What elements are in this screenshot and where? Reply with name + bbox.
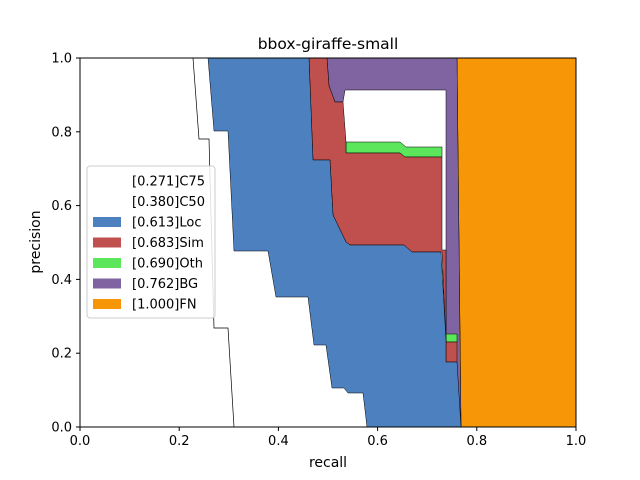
y-tick-label: 0.0 xyxy=(51,421,72,436)
legend-swatch xyxy=(93,217,121,227)
legend-label: [0.762]BG xyxy=(132,277,198,292)
x-tick-label: 0.0 xyxy=(70,434,91,449)
x-tick-label: 0.4 xyxy=(268,434,289,449)
y-tick-label: 0.2 xyxy=(51,347,72,362)
legend-swatch xyxy=(93,176,121,186)
y-axis-label: precision xyxy=(28,210,44,273)
area-oth-lower xyxy=(445,333,458,343)
x-axis-label: recall xyxy=(309,455,347,471)
legend-swatch xyxy=(93,237,121,248)
plot-areas xyxy=(192,58,576,427)
x-tick-label: 0.6 xyxy=(367,434,388,449)
legend-label: [0.380]C50 xyxy=(132,195,205,210)
legend-label: [0.613]Loc xyxy=(132,216,201,231)
legend-swatch xyxy=(93,196,121,207)
legend-swatch xyxy=(93,258,121,268)
x-tick-label: 0.8 xyxy=(466,434,487,449)
legend-label: [1.000]FN xyxy=(132,298,197,313)
y-tick-label: 0.4 xyxy=(51,273,72,288)
area-fn xyxy=(456,58,576,427)
legend-swatch xyxy=(93,278,121,289)
chart-title: bbox-giraffe-small xyxy=(258,35,399,53)
plot-frame xyxy=(79,57,577,428)
y-tick-label: 1.0 xyxy=(51,52,72,67)
x-axis: 0.0 0.2 0.4 0.6 0.8 1.0 xyxy=(70,427,587,449)
y-tick-label: 0.6 xyxy=(51,199,72,214)
legend-label: [0.271]C75 xyxy=(132,175,205,190)
x-tick-label: 1.0 xyxy=(566,434,587,449)
legend-label: [0.690]Oth xyxy=(132,257,203,272)
y-tick-label: 0.8 xyxy=(51,125,72,140)
legend-items: [0.271]C75 [0.380]C50 [0.613]Loc [0.683]Sim… xyxy=(93,175,205,313)
legend-swatch xyxy=(93,299,121,309)
legend: [0.271]C75 [0.380]C50 [0.613]Loc [0.683]Sim… xyxy=(86,165,216,319)
x-tick-label: 0.2 xyxy=(169,434,190,449)
y-axis: 0.0 0.2 0.4 0.6 0.8 1.0 xyxy=(51,52,80,436)
area-loc xyxy=(207,58,462,427)
legend-label: [0.683]Sim xyxy=(132,236,204,251)
